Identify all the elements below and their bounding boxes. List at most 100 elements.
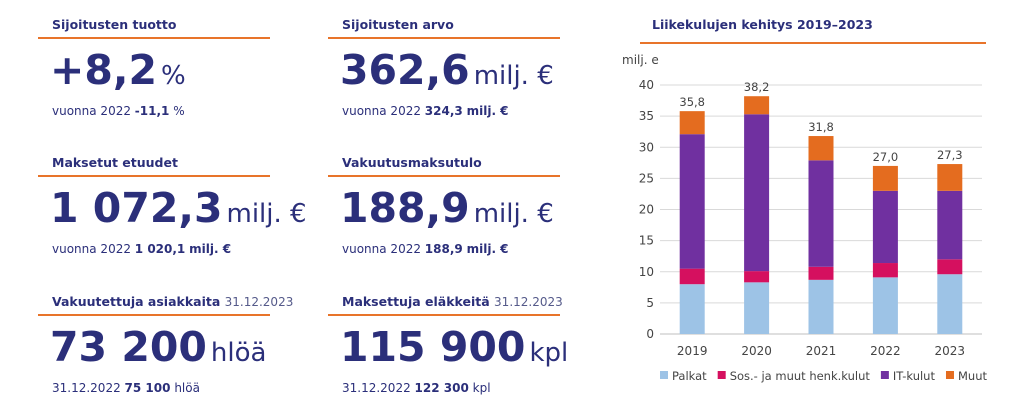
total-data-label: 38,2 [744,80,770,94]
legend-label: Palkat [672,369,707,383]
kpi-title-text: Vakuutettuja asiakkaita [52,294,221,309]
bar-segment-sos-ja-muut-henk-kulut [872,263,898,278]
legend-label: Sos.- ja muut henk.kulut [730,369,871,383]
kpi-comparison: vuonna 2022 324,3 milj. € [328,104,560,118]
x-tick-label: 2020 [741,344,772,358]
bar-segment-palkat [679,284,705,334]
kpi-investment-value: Sijoitusten arvo 362,6 milj. € vuonna 202… [328,17,560,118]
kpi-comparison-label: vuonna 2022 [342,104,421,118]
kpi-value-number: 115 900 [340,323,526,371]
kpi-divider [38,175,270,177]
legend-swatch [717,371,726,379]
kpi-value: +8,2% [38,45,270,104]
bar-segment-it-kulut [679,134,705,269]
kpi-divider [38,37,270,39]
kpi-title: Sijoitusten tuotto [38,17,270,37]
legend-label: Muut [958,369,987,383]
kpi-value-number: 362,6 [340,46,470,94]
x-tick-label: 2019 [677,344,708,358]
kpi-divider [328,314,560,316]
kpi-value: 73 200 hlöä [38,322,270,381]
chart-divider [640,42,986,44]
kpi-value-unit: milj. € [226,199,307,229]
kpi-value: 1 072,3 milj. € [38,183,307,242]
bar-segment-muut [937,164,963,191]
kpi-value-unit: milj. € [473,199,554,229]
total-data-label: 31,8 [808,120,834,134]
kpi-title-date: 31.12.2023 [494,295,563,309]
kpi-title: Sijoitusten arvo [328,17,560,37]
kpi-title-text: Sijoitusten arvo [342,17,454,32]
kpi-comparison-value: 1 020,1 [134,242,186,256]
kpi-insured-customers: Vakuutettuja asiakkaita 31.12.2023 73 20… [38,294,293,395]
stacked-bar-chart: milj. e 0 5 10 15 20 25 30 35 40 35,8 2019 38,2 2020 3… [622,53,987,383]
legend-label: IT-kulut [893,369,936,383]
kpi-title: Vakuutusmaksutulo [328,155,560,175]
x-tick-label: 2023 [935,344,966,358]
y-tick-label: 10 [639,265,654,279]
kpi-comparison-label: vuonna 2022 [342,242,421,256]
kpi-title-date: 31.12.2023 [224,295,294,309]
bar-segment-muut [744,96,770,115]
kpi-value-number: 188,9 [340,184,470,232]
bar-segment-palkat [808,279,834,334]
bar-segment-palkat [872,277,898,334]
kpi-comparison: 31.12.2022 122 300 kpl [328,381,560,395]
y-tick-label: 40 [639,78,654,92]
kpi-title-text: Maksettuja eläkkeitä [342,294,490,309]
kpi-comparison-unit: milj. € [466,242,509,256]
kpi-value-unit: kpl [529,338,569,368]
total-data-label: 27,0 [873,150,899,164]
kpi-pensions-paid: Maksettuja eläkkeitä 31.12.2023 115 900 k… [328,294,568,395]
kpi-value-number: +8,2 [50,46,157,94]
kpi-comparison-value: -11,1 [134,104,170,118]
kpi-comparison-label: 31.12.2022 [52,381,121,395]
kpi-comparison-value: 75 100 [124,381,171,395]
x-tick-label: 2022 [870,344,901,358]
kpi-comparison-label: vuonna 2022 [52,242,131,256]
total-data-label: 27,3 [937,148,963,162]
total-data-label: 35,8 [679,95,705,109]
kpi-value-unit: hlöä [210,338,267,368]
bar-segment-muut [808,136,834,161]
bar-segment-sos-ja-muut-henk-kulut [808,266,834,280]
bar-segment-muut [872,165,898,191]
kpi-comparison-label: vuonna 2022 [52,104,131,118]
kpi-benefits-paid: Maksetut etuudet 1 072,3 milj. € vuonna 2… [38,155,307,256]
kpi-comparison: vuonna 2022 1 020,1 milj. € [38,242,270,256]
y-tick-label: 25 [639,171,654,185]
kpi-value: 188,9 milj. € [328,183,560,242]
kpi-comparison-value: 188,9 [424,242,463,256]
kpi-comparison: 31.12.2022 75 100 hlöä [38,381,270,395]
kpi-title: Maksettuja eläkkeitä 31.12.2023 [328,294,563,314]
bar-segment-palkat [744,282,770,334]
kpi-title: Maksetut etuudet [38,155,270,175]
bar-segment-sos-ja-muut-henk-kulut [937,259,963,275]
bar-segment-sos-ja-muut-henk-kulut [679,268,705,285]
bar-segment-sos-ja-muut-henk-kulut [744,271,770,283]
kpi-investment-return: Sijoitusten tuotto +8,2% vuonna 2022 -11… [38,17,270,118]
bar-segment-it-kulut [937,190,963,260]
kpi-value: 115 900 kpl [328,322,568,381]
kpi-comparison-unit: milj. € [189,242,232,256]
bar-segment-it-kulut [808,160,834,267]
y-tick-label: 35 [639,109,654,123]
kpi-title-text: Maksetut etuudet [52,155,178,170]
kpi-comparison-unit: % [173,104,185,118]
kpi-divider [328,175,560,177]
kpi-comparison: vuonna 2022 -11,1 % [38,104,270,118]
kpi-comparison-value: 324,3 [424,104,463,118]
legend-swatch [880,371,889,379]
y-tick-label: 5 [646,296,654,310]
legend-swatch [660,371,668,379]
kpi-title-text: Vakuutusmaksutulo [342,155,482,170]
bar-segment-palkat [937,274,963,334]
y-tick-label: 30 [639,140,654,154]
y-axis-unit-label: milj. e [622,53,659,67]
kpi-comparison-unit: hlöä [174,381,200,395]
kpi-premium-income: Vakuutusmaksutulo 188,9 milj. € vuonna 20… [328,155,560,256]
kpi-value-unit: % [160,61,186,91]
kpi-divider [328,37,560,39]
kpi-value: 362,6 milj. € [328,45,560,104]
kpi-value-number: 73 200 [50,323,207,371]
